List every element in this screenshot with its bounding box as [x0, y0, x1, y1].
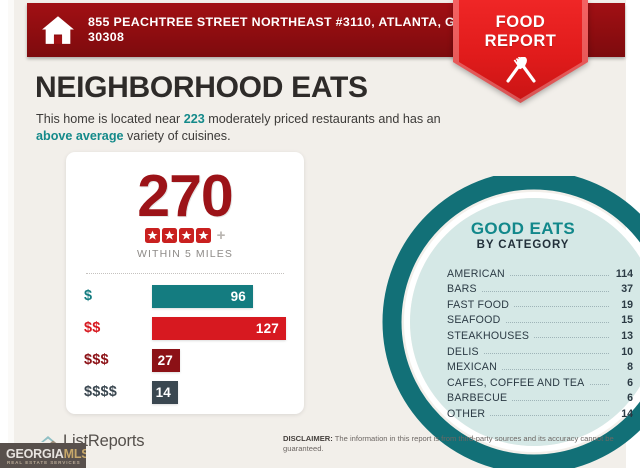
star-icon [195, 228, 211, 243]
price-bar-label: $$$ [84, 352, 109, 368]
property-address: 855 PEACHTREE STREET NORTHEAST #3110, AT… [88, 14, 464, 45]
category-value: 114 [615, 267, 633, 280]
category-name: OTHER [447, 407, 486, 420]
subtitle-part-1: This home is located near [36, 112, 184, 126]
category-row: FAST FOOD 19 [447, 295, 633, 311]
category-value: 19 [621, 298, 633, 311]
price-bar-label: $ [84, 288, 93, 304]
price-bar-row: $96 [66, 283, 304, 313]
category-leader-dots [512, 399, 609, 401]
georgia-mls-watermark: GEORGIAMLS REAL ESTATE SERVICES [0, 443, 86, 468]
category-row: MEXICAN 8 [447, 358, 633, 374]
category-row: AMERICAN 114 [447, 264, 633, 280]
price-bar-value: 14 [155, 385, 171, 400]
disclaimer-label: DISCLAIMER: [283, 434, 333, 443]
category-leader-dots [490, 415, 609, 417]
category-name: STEAKHOUSES [447, 329, 530, 342]
category-leader-dots [509, 275, 609, 277]
disclaimer: DISCLAIMER: The information in this repo… [283, 434, 633, 454]
badge-line-1: FOOD [495, 13, 546, 31]
category-leader-dots [483, 353, 609, 355]
category-leader-dots [589, 384, 609, 386]
category-leader-dots [502, 368, 609, 370]
disclaimer-text: The information in this report is from t… [283, 434, 614, 453]
star-icon [144, 228, 160, 243]
good-eats-title: GOOD EATS [470, 219, 576, 238]
card-divider [86, 273, 284, 275]
category-leader-dots [514, 306, 609, 308]
page-subtitle: This home is located near 223 moderately… [36, 111, 451, 144]
badge-label: FOOD REPORT [453, 13, 588, 50]
price-bar-row: $$$$ 14 [66, 379, 304, 409]
price-bar: 14 [152, 381, 178, 404]
category-name: BARBECUE [447, 392, 508, 405]
category-value: 6 [627, 392, 633, 405]
price-bar-value: 27 [157, 353, 173, 368]
category-value: 6 [627, 376, 633, 389]
category-value: 13 [621, 329, 633, 342]
star-icon [178, 228, 194, 243]
category-name: SEAFOOD [447, 314, 501, 327]
category-row: STEAKHOUSES 13 [447, 326, 633, 342]
category-row: CAFES, COFFEE AND TEA 6 [447, 373, 633, 389]
subtitle-part-2: moderately priced restaurants and has an [204, 112, 441, 126]
category-row: DELIS 10 [447, 342, 633, 358]
price-bar-row: $$$ 27 [66, 347, 304, 377]
price-bar: 96 [152, 285, 253, 308]
watermark-subtitle: REAL ESTATE SERVICES [7, 460, 81, 465]
category-list: AMERICAN 114 BARS 37 FAST FOOD 19 SEAFOOD 15 STE… [447, 264, 633, 420]
category-name: CAFES, COFFEE AND TEA [447, 376, 585, 389]
price-bar-label: $$$$ [84, 384, 118, 400]
good-eats-subtitle: BY CATEGORY [476, 239, 570, 251]
category-value: 37 [621, 283, 633, 296]
category-value: 10 [621, 345, 633, 358]
category-name: MEXICAN [447, 361, 498, 374]
category-row: BARBECUE 6 [447, 389, 633, 405]
page-edge-shadow [8, 0, 14, 468]
subtitle-highlight-variety: above average [36, 128, 124, 143]
category-leader-dots [505, 321, 609, 323]
category-value: 15 [621, 314, 633, 327]
page-title: NEIGHBORHOOD EATS [35, 71, 368, 104]
category-value: 8 [627, 361, 633, 374]
radius-caption: WITHIN 5 MILES [137, 248, 233, 260]
watermark-georgia: GEORGIA [6, 447, 64, 461]
price-range-bar-chart: $96 $$ 127 $$$ 27 $$$$ 14 [66, 283, 304, 411]
subtitle-part-3: variety of cuisines. [123, 128, 231, 143]
category-row: OTHER 14 [447, 404, 633, 420]
price-bar-row: $$ 127 [66, 315, 304, 345]
category-name: BARS [447, 283, 477, 296]
category-row: SEAFOOD 15 [447, 311, 633, 327]
star-rating: + [66, 228, 304, 243]
category-leader-dots [481, 290, 609, 292]
rating-plus: + [216, 227, 226, 244]
category-name: DELIS [447, 345, 479, 358]
restaurant-count: 270 [137, 163, 233, 229]
page-outer-margin [0, 0, 8, 468]
spoon-fork-icon [506, 57, 536, 83]
good-eats-panel: GOOD EATS BY CATEGORY AMERICAN 114 BARS 37 F… [425, 204, 640, 448]
category-name: FAST FOOD [447, 298, 510, 311]
price-bar-value: 127 [255, 321, 279, 336]
category-value: 14 [621, 407, 633, 420]
price-bar: 27 [152, 349, 180, 372]
badge-line-2: REPORT [484, 31, 557, 50]
price-bar-value: 96 [230, 289, 246, 304]
category-name: AMERICAN [447, 267, 505, 280]
watermark-mls: MLS [63, 447, 86, 461]
category-row: BARS 37 [447, 280, 633, 296]
category-leader-dots [534, 337, 609, 339]
price-bar-label: $$ [84, 320, 101, 336]
price-bar: 127 [152, 317, 286, 340]
restaurant-count-card: 270 + WITHIN 5 MILES $96 $$ 127 $$$ 27 $$$$ 14 [66, 152, 304, 414]
star-icon [161, 228, 177, 243]
food-report-badge: FOOD REPORT [453, 0, 588, 103]
home-icon [42, 16, 74, 44]
subtitle-highlight-count: 223 [183, 112, 205, 126]
